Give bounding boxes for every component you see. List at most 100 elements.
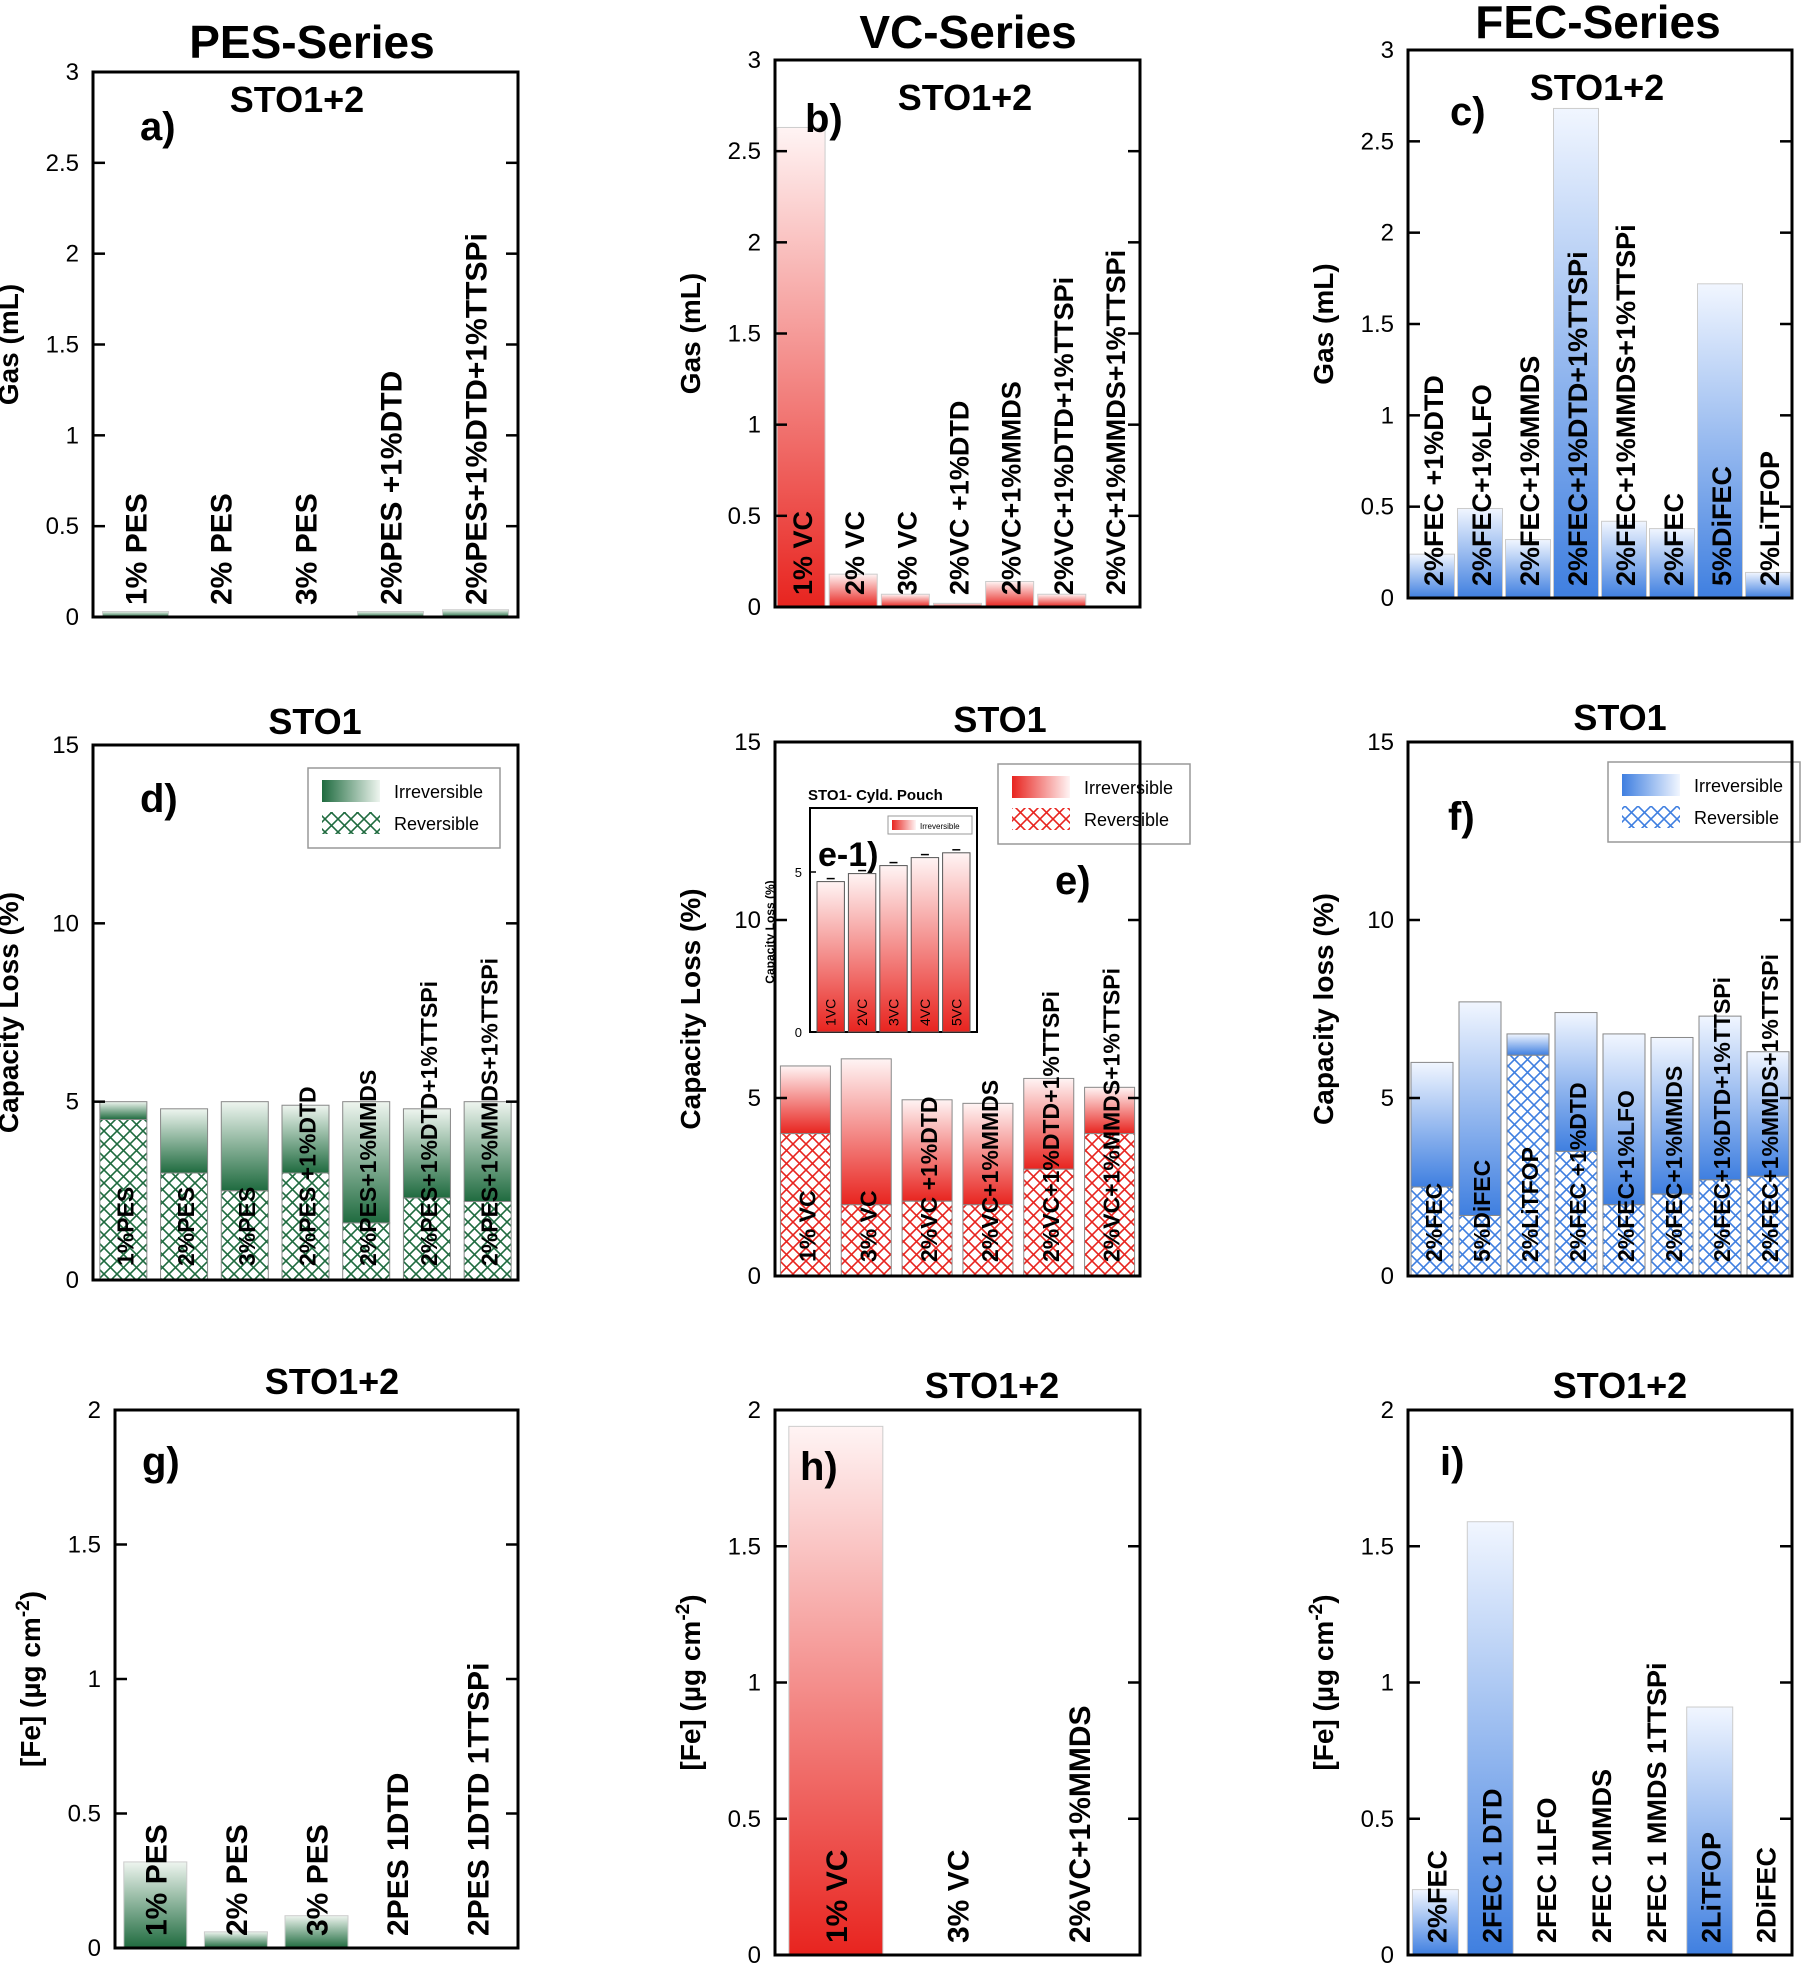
panel-title: STO1+2 (925, 1365, 1059, 1406)
bar-label: 2PES 1DTD (382, 1773, 415, 1936)
bar-reversible (342, 1222, 391, 1281)
bar-irreversible (281, 1104, 330, 1174)
y-tick-label: 15 (52, 732, 79, 759)
y-tick-label: 1.5 (1361, 1533, 1394, 1560)
panel-letter: c) (1450, 90, 1486, 134)
panel-i: 2%FEC 2FEC 1 DTD 2FEC 1LFO 2FEC 1MMDS 2FEC 1… (1306, 1365, 1794, 1967)
bar-label: 2%FEC+1%DTD+1%TTSPi (1563, 251, 1593, 586)
panel-a: 1% PES 2% PES 3% PES 2%PES +1%DTD 2%PES+1%DT… (0, 59, 520, 631)
y-axis-label: [Fe] (µg cm-2) (13, 1591, 46, 1767)
bar-irreversible (1602, 1033, 1646, 1206)
bar (1601, 520, 1647, 599)
bar (1686, 1706, 1734, 1956)
bar-label: 1%PES (112, 1187, 138, 1266)
bar-reversible (281, 1172, 330, 1281)
y-tick-label: 2 (748, 1397, 761, 1424)
series-title-vc: VC-Series (859, 6, 1076, 58)
bar-label: 2%FEC +1%DTD (1565, 1082, 1591, 1262)
y-tick-label: 1.5 (728, 321, 761, 348)
y-tick-label: 0 (66, 1267, 79, 1294)
y-tick-label: 15 (1367, 729, 1394, 756)
y-axis-label: Gas (mL) (675, 273, 706, 394)
bar-label: 2%VC+1%MMDS+1%TTSPi (1101, 250, 1131, 595)
panel-title: STO1+2 (230, 79, 364, 120)
bar-reversible (220, 1190, 269, 1281)
bar (1457, 507, 1503, 599)
bar-reversible (779, 1133, 831, 1277)
bar-label: 2%FEC (1422, 1850, 1452, 1943)
bar-irreversible (342, 1101, 391, 1224)
bar-irreversible (1458, 1001, 1502, 1216)
bar-label: 2%PES+1%DTD+1%TTSPi (461, 233, 494, 605)
bar-irreversible (1698, 1015, 1742, 1181)
y-tick-label: 10 (52, 910, 79, 937)
bar (1697, 283, 1743, 599)
inset-legend-swatch (892, 820, 916, 830)
bar-reversible (1410, 1186, 1454, 1277)
y-tick-label: 5 (1381, 1085, 1394, 1112)
y-axis-label: [Fe] (µg cm-2) (1306, 1594, 1339, 1770)
bar (788, 1425, 884, 1956)
panel-letter: a) (140, 105, 176, 149)
bar-reversible (840, 1204, 892, 1277)
plot-frame (1406, 740, 1794, 1278)
bar-reversible (1554, 1150, 1598, 1277)
inset-bar-label: 4VC (917, 999, 933, 1026)
bar-reversible (1746, 1175, 1790, 1277)
bar-label: 1% PES (140, 1824, 173, 1936)
y-tick-label: 2.5 (1361, 128, 1394, 155)
panel-h: 1% VC 3% VC 2%VC+1%MMDS 0 0.5 1 1.5 2 [Fe] (µg c… (673, 1365, 1142, 1967)
legend: Irreversible Reversible (997, 763, 1191, 845)
y-tick-label: 1 (66, 422, 79, 449)
bar-label: 2DiFEC (1752, 1847, 1782, 1943)
legend-swatch-irreversible (1622, 774, 1680, 796)
bar (123, 1861, 188, 1949)
bar-irreversible (1084, 1086, 1136, 1135)
bar (284, 1915, 349, 1949)
bar-label: 2%FEC+1%MMDS+1%TTSPi (1611, 224, 1641, 586)
panel-title: STO1+2 (898, 77, 1032, 118)
bar-label: 2FEC 1 DTD (1477, 1788, 1507, 1943)
bar-irreversible (99, 1101, 148, 1120)
legend: Irreversible Reversible (307, 767, 501, 849)
inset-bar (910, 857, 940, 1033)
panel-letter: b) (805, 97, 843, 141)
bar-reversible (1698, 1179, 1742, 1277)
y-tick-label: 2 (66, 241, 79, 268)
panel-c: 2%FEC +1%DTD 2%FEC+1%LFO 2%FEC+1%MMDS 2%FEC… (1308, 37, 1794, 612)
panel-title: STO1 (953, 699, 1046, 740)
bar-reversible (160, 1172, 209, 1281)
bar-label: 5%DiFEC (1707, 466, 1737, 586)
y-tick-label: 10 (1367, 907, 1394, 934)
panel-letter: g) (142, 1440, 180, 1484)
bar-label: 3% VC (943, 1850, 976, 1943)
bar-label: 1% VC (794, 1190, 820, 1262)
inset-title: STO1- Cyld. Pouch (808, 787, 943, 804)
panel-e: 1% VC 3% VC 2%VC +1%DTD 2%VC+1%MMDS 2%VC+1%D… (675, 699, 1191, 1290)
bar-reversible (1458, 1214, 1502, 1277)
bar-label: 2%FEC+1%MMDS+1%TTSPi (1757, 954, 1783, 1262)
bar-irreversible (1410, 1061, 1454, 1188)
bar (1037, 593, 1087, 608)
y-tick-label: 1.5 (46, 332, 79, 359)
bar-label: 3% PES (302, 1824, 335, 1936)
inset-panel-letter: e-1) (818, 836, 878, 874)
bar-label: 1% PES (121, 493, 154, 605)
y-tick-label: 3 (1381, 37, 1394, 64)
panels: 1% PES 2% PES 3% PES 2%PES +1%DTD 2%PES+1%DT… (0, 37, 1801, 1967)
bar-label: 3%PES (234, 1187, 260, 1266)
y-tick-label: 3 (66, 59, 79, 86)
legend-swatch-reversible (322, 812, 380, 834)
inset-bar (847, 873, 877, 1033)
legend-swatch-irreversible (322, 780, 380, 802)
inset-bar-label: 2VC (854, 999, 870, 1026)
y-tick-label: 0.5 (68, 1801, 101, 1828)
legend-label-irreversible: Irreversible (1084, 778, 1173, 798)
inset-tick-label: 5 (795, 865, 802, 880)
bar-reversible (1650, 1193, 1694, 1277)
bar-label: 3% PES (291, 493, 324, 605)
bar-label: 2PES 1DTD 1TTSPi (463, 1663, 496, 1936)
legend-label-irreversible: Irreversible (394, 782, 483, 802)
y-tick-label: 1 (1381, 402, 1394, 429)
inset-tick-label: 0 (795, 1025, 802, 1040)
